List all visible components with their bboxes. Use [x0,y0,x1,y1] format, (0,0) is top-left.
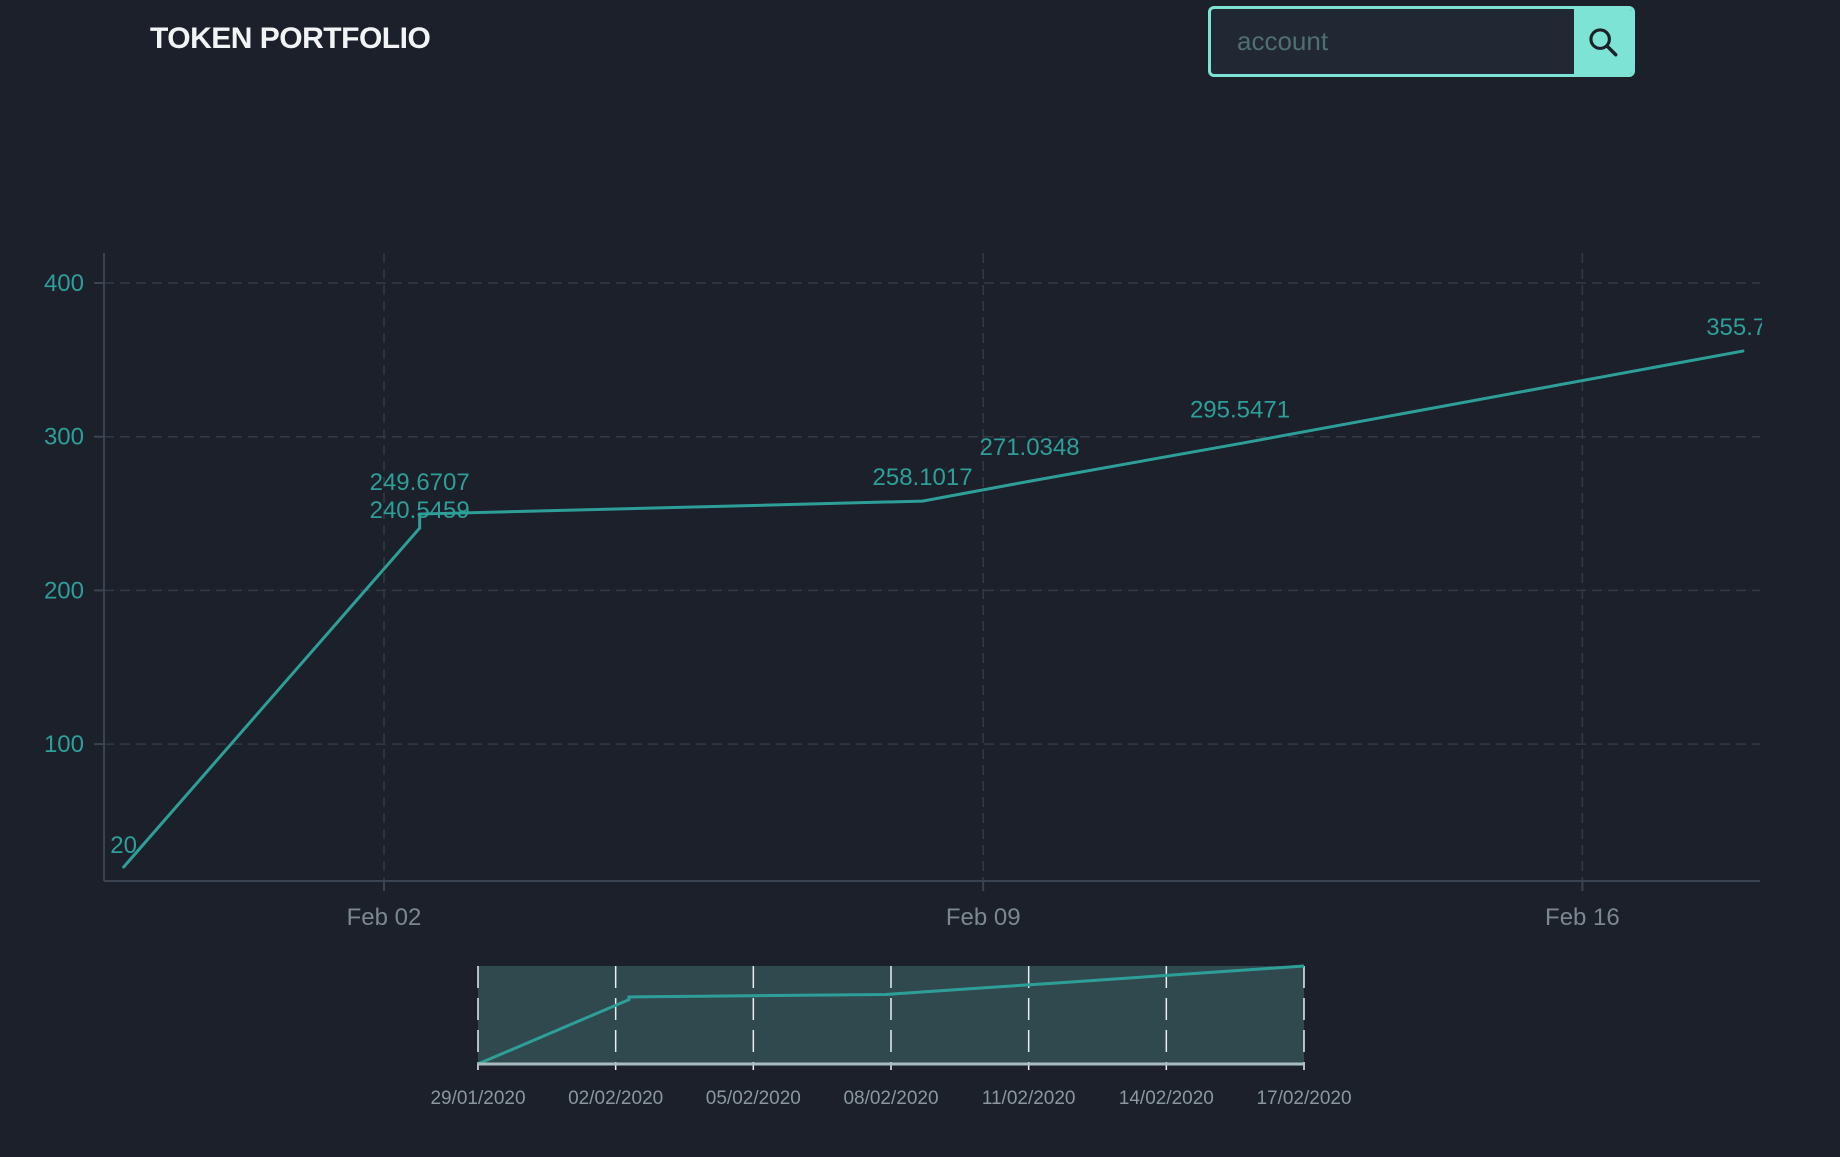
x-tick-label: Feb 16 [1545,904,1620,931]
data-point [418,512,422,516]
navigator-tick-label: 14/02/2020 [1119,1088,1214,1109]
navigator-tick-label: 17/02/2020 [1256,1088,1351,1109]
grid [104,253,1760,881]
data-label: 355.73 [1706,314,1779,341]
navigator-tick-label: 29/01/2020 [430,1088,525,1109]
data-point [122,865,126,869]
navigator-tick-label: 08/02/2020 [843,1088,938,1109]
search-icon [1589,27,1618,56]
navigator-series-line [477,964,1305,1066]
data-label: 258.1017 [873,464,973,491]
axes: 100 200 300 400 Feb 02 Feb 09 Feb 16 [44,253,1760,931]
x-tick-label: Feb 09 [946,904,1021,931]
account-search [1208,6,1635,77]
navigator-tick-label: 02/02/2020 [568,1088,663,1109]
data-label: 295.5471 [1190,397,1290,424]
data-point [1741,349,1745,353]
y-tick-label: 200 [44,577,84,604]
series-line [122,349,1744,869]
page-title: TOKEN PORTFOLIO [150,22,431,55]
data-point [1238,442,1242,446]
data-point [418,526,422,530]
navigator: 29/01/2020 02/02/2020 05/02/2020 08/02/2020… [430,964,1352,1109]
search-button[interactable] [1574,9,1632,74]
y-tick-label: 100 [44,731,84,758]
data-point [921,499,925,503]
y-tick-label: 300 [44,424,84,451]
data-label: 240.5459 [370,497,470,524]
data-point [1028,479,1032,483]
navigator-tick-label: 11/02/2020 [982,1088,1076,1109]
y-tick-label: 400 [44,270,84,297]
account-search-input[interactable] [1211,9,1574,74]
data-label: 20 [110,832,137,859]
data-label: 249.6707 [370,469,470,496]
data-label: 271.0348 [980,434,1080,461]
x-tick-label: Feb 02 [347,904,422,931]
navigator-tick-label: 05/02/2020 [706,1088,801,1109]
